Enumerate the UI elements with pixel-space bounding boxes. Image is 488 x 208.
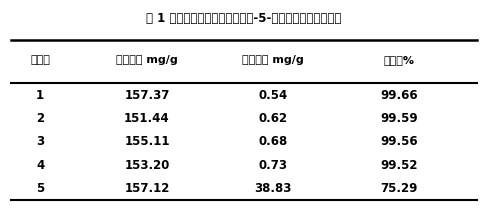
Text: 157.37: 157.37 bbox=[124, 89, 170, 102]
Text: 151.44: 151.44 bbox=[124, 112, 170, 125]
Text: 99.56: 99.56 bbox=[381, 135, 418, 149]
Text: 转化率%: 转化率% bbox=[384, 55, 415, 65]
Text: 99.66: 99.66 bbox=[381, 89, 418, 102]
Text: 99.52: 99.52 bbox=[381, 159, 418, 172]
Text: 3: 3 bbox=[36, 135, 44, 149]
Text: 157.12: 157.12 bbox=[124, 182, 170, 195]
Text: 实施例: 实施例 bbox=[30, 55, 50, 65]
Text: 5: 5 bbox=[36, 182, 44, 195]
Text: 2: 2 bbox=[36, 112, 44, 125]
Text: 初始酸价 mg/g: 初始酸价 mg/g bbox=[116, 55, 178, 65]
Text: 0.62: 0.62 bbox=[259, 112, 287, 125]
Text: 153.20: 153.20 bbox=[124, 159, 170, 172]
Text: 4: 4 bbox=[36, 159, 44, 172]
Text: 1: 1 bbox=[36, 89, 44, 102]
Text: 终点酸价 mg/g: 终点酸价 mg/g bbox=[242, 55, 304, 65]
Text: 38.83: 38.83 bbox=[254, 182, 292, 195]
Text: 表 1 不同催化剂催化间苯二甲酸-5-磺酸钠和乙二醇的结果: 表 1 不同催化剂催化间苯二甲酸-5-磺酸钠和乙二醇的结果 bbox=[146, 12, 342, 25]
Text: 99.59: 99.59 bbox=[381, 112, 418, 125]
Text: 155.11: 155.11 bbox=[124, 135, 170, 149]
Text: 0.68: 0.68 bbox=[259, 135, 288, 149]
Text: 0.54: 0.54 bbox=[259, 89, 288, 102]
Text: 75.29: 75.29 bbox=[381, 182, 418, 195]
Text: 0.73: 0.73 bbox=[259, 159, 287, 172]
